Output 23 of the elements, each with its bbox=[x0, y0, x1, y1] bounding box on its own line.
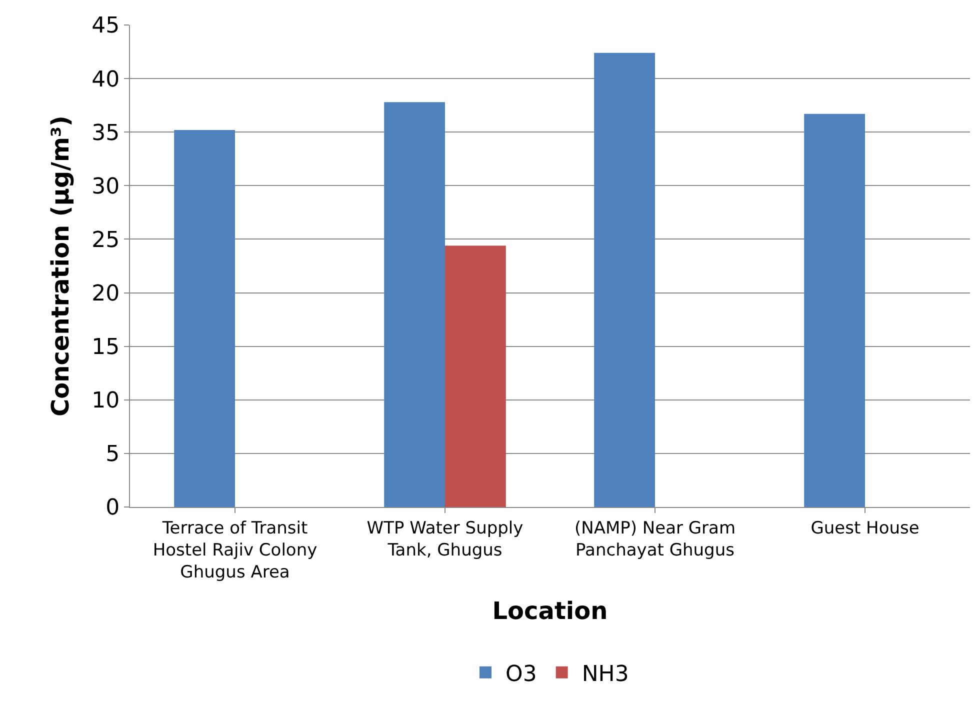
y-tick-label: 20 bbox=[92, 281, 120, 306]
y-axis-title: Concentration (µg/m³) bbox=[46, 116, 75, 416]
y-tick-label: 25 bbox=[92, 228, 120, 253]
y-tick-label: 0 bbox=[106, 496, 120, 521]
bar bbox=[445, 246, 506, 507]
x-tick-label: Guest House bbox=[810, 518, 920, 538]
x-tick-label: Terrace of Transit Hostel Rajiv Colony Ghugus Area bbox=[152, 518, 318, 583]
legend-label: NH3 bbox=[582, 662, 629, 687]
bar bbox=[384, 102, 445, 507]
y-tick-label: 10 bbox=[92, 388, 120, 414]
y-tick-label: 40 bbox=[92, 67, 120, 92]
x-tick-label: (NAMP) Near Gram Panchayat Ghugus bbox=[574, 518, 736, 560]
y-tick-label: 45 bbox=[92, 14, 120, 39]
legend-label: O3 bbox=[506, 662, 537, 687]
y-tick-label: 5 bbox=[106, 442, 120, 468]
y-tick-label: 30 bbox=[92, 174, 120, 200]
x-tick-label: WTP Water Supply Tank, Ghugus bbox=[366, 518, 524, 560]
bar bbox=[174, 130, 235, 507]
bar bbox=[804, 114, 865, 507]
bar bbox=[594, 52, 655, 507]
y-tick-label: 15 bbox=[92, 335, 120, 360]
y-tick-label: 35 bbox=[92, 120, 120, 146]
x-axis-title: Location bbox=[492, 596, 608, 625]
